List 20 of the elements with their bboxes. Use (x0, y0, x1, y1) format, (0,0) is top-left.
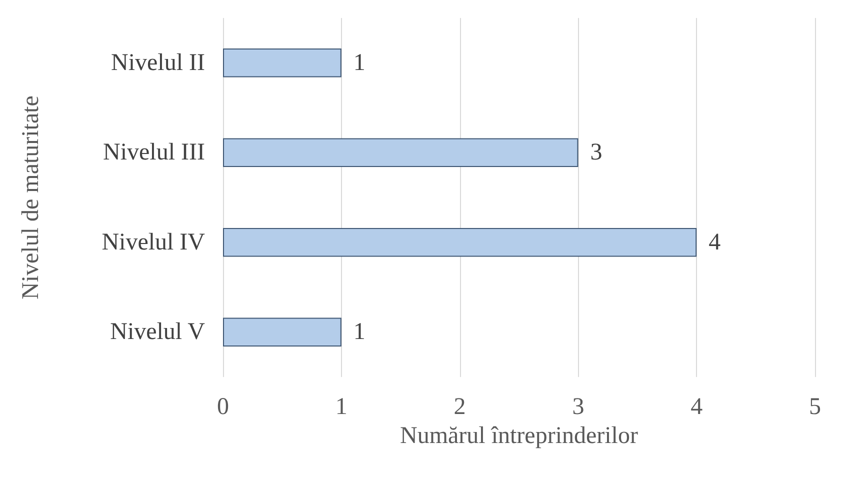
x-axis-title: Numărul întreprinderilor (400, 422, 638, 449)
data-label: 1 (353, 50, 366, 76)
x-tick-label: 3 (572, 394, 584, 420)
y-tick-label: Nivelul III (103, 140, 206, 166)
y-tick-label: Nivelul II (111, 50, 205, 76)
bar (223, 48, 342, 78)
x-tick-label: 2 (454, 394, 466, 420)
bar (223, 318, 342, 346)
x-tick-label: 5 (809, 394, 821, 420)
bar (223, 138, 578, 167)
x-tick-label: 1 (335, 394, 348, 420)
y-tick-label: Nivelul IV (102, 229, 206, 256)
data-label: 3 (590, 140, 602, 166)
x-tick-label: 0 (217, 394, 229, 420)
data-label: 4 (708, 229, 721, 256)
y-axis-title: Nivelul de maturitate (18, 96, 44, 300)
x-tick-label: 4 (690, 394, 703, 420)
data-label: 1 (353, 319, 366, 346)
bar (223, 228, 697, 257)
y-tick-label: Nivelul V (110, 319, 206, 346)
